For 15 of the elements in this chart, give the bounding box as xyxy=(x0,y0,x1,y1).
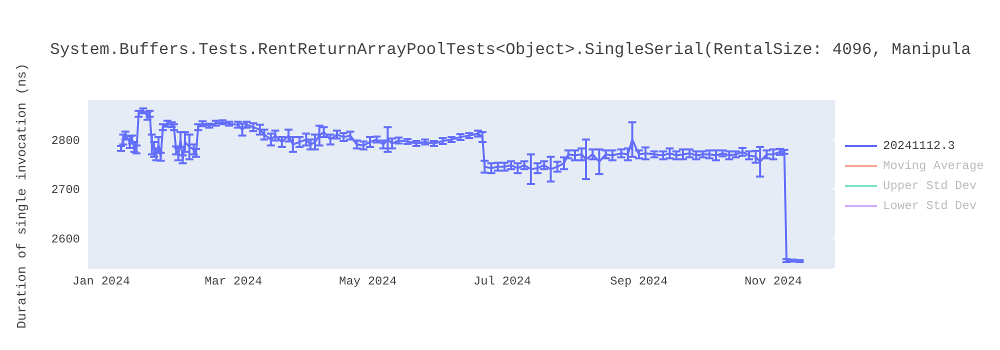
y-tick-label: 2600 xyxy=(51,232,80,247)
x-tick-label: Mar 2024 xyxy=(204,274,262,289)
legend-label: 20241112.3 xyxy=(883,139,956,153)
x-tick-label: May 2024 xyxy=(339,274,397,289)
x-tick-label: Jan 2024 xyxy=(72,274,130,289)
x-tick-label: Nov 2024 xyxy=(744,274,802,289)
legend-label: Moving Average xyxy=(883,159,984,173)
legend-label: Upper Std Dev xyxy=(883,179,977,193)
x-tick-label: Sep 2024 xyxy=(610,274,668,289)
x-tick-label: Jul 2024 xyxy=(473,274,532,289)
legend-label: Lower Std Dev xyxy=(883,199,977,213)
y-axis-title: Duration of single invocation (ns) xyxy=(14,63,30,329)
y-tick-label: 2700 xyxy=(51,183,80,198)
chart-title: System.Buffers.Tests.RentReturnArrayPoolTests<Object>.SingleSerial(RentalSize: 4096, Manipula xyxy=(50,40,971,59)
y-tick-label: 2800 xyxy=(51,134,80,148)
